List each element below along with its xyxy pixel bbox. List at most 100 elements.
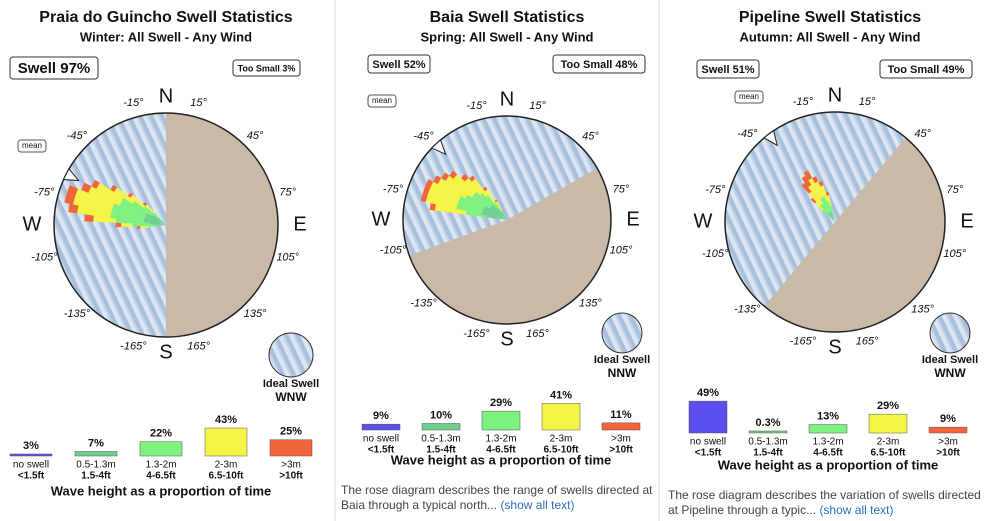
angle-label: 75° [613,183,630,195]
bar [422,424,460,431]
swell-label: Swell 52% [372,59,425,71]
rose-sector [137,226,141,229]
show-all-link[interactable]: (show all text) [500,498,574,512]
ideal-swell-ball [269,333,313,377]
ideal-swell-dir: NNW [608,366,637,380]
bar-value-label: 0.3% [755,417,780,429]
bar-sublabel: >10ft [936,448,960,459]
angle-label: -105° [702,248,729,260]
bar [809,425,847,433]
bar-category: 0.5-1.3m [748,437,787,448]
bar [602,423,640,430]
rose-sector [116,223,122,227]
bar-category: 0.5-1.3m [76,460,115,471]
angle-label: 15° [529,100,546,112]
bar-value-label: 9% [940,413,956,425]
compass-label: N [159,85,173,107]
bar [140,442,182,456]
angle-label: -75° [705,184,726,196]
angle-label: 135° [579,297,602,309]
bar-value-label: 29% [877,400,899,412]
description: The rose diagram describes the range of … [341,483,655,513]
compass-label: S [159,341,172,363]
bar-value-label: 29% [490,397,512,409]
ideal-swell-label: Ideal Swell [594,354,650,366]
angle-label: 75° [946,184,963,196]
angle-label: 105° [276,252,299,264]
angle-label: -45° [413,130,434,142]
bar-category: >3m [938,437,958,448]
angle-label: -165° [120,341,147,353]
ideal-swell-dir: WNW [934,366,966,380]
too-small-label: Too Small 48% [561,59,638,71]
panel-subtitle: Spring: All Swell - Any Wind [421,29,594,44]
page: Praia do Guincho Swell Statistics Winter:… [0,0,984,521]
compass-label: N [500,88,514,110]
bar-category: no swell [690,437,726,448]
angle-label: -135° [410,297,437,309]
panel-title: Praia do Guincho Swell Statistics [39,9,293,26]
angle-label: -165° [463,328,490,340]
angle-label: 45° [247,130,264,142]
compass-label: S [828,336,841,358]
ideal-swell-label: Ideal Swell [922,354,978,366]
ideal-swell-ball [930,313,970,353]
angle-label: -105° [31,252,58,264]
bar-sublabel: >10ft [609,445,633,456]
bar-value-label: 10% [430,409,452,421]
bar-category: no swell [13,460,49,471]
swell-label: Swell 97% [18,60,91,77]
angle-label: -45° [737,128,758,140]
compass-label: W [372,208,391,230]
bar-caption: Wave height as a proportion of time [51,483,272,498]
too-small-label: Too Small 3% [238,63,296,73]
angle-label: 165° [526,328,549,340]
bar [362,424,400,430]
panel-title: Baia Swell Statistics [430,9,585,26]
angle-label: 15° [190,97,207,109]
bar-value-label: 22% [150,428,172,440]
angle-label: 105° [943,248,966,260]
too-small-label: Too Small 49% [888,64,965,76]
bar-sublabel: 4-6.5ft [146,471,176,482]
rose-sector [84,214,94,221]
panel-subtitle: Winter: All Swell - Any Wind [80,29,252,44]
bar-category: 2-3m [877,437,900,448]
bar-value-label: 43% [215,414,237,426]
angle-label: -165° [790,336,817,348]
compass-label: E [626,208,639,230]
angle-label: 45° [914,128,931,140]
compass-label: E [293,213,306,235]
bar-category: 1.3-2m [145,460,176,471]
bar [689,401,727,433]
angle-label: 45° [582,130,599,142]
angle-label: 105° [610,244,633,256]
swell-label: Swell 51% [701,64,754,76]
angle-label: -75° [34,186,55,198]
mean-label: mean [739,92,759,101]
bar-value-label: 49% [697,387,719,399]
bar [869,414,907,433]
angle-label: -15° [466,100,487,112]
angle-label: 165° [856,336,879,348]
ideal-swell-ball [602,313,642,353]
bar-value-label: 11% [610,409,632,421]
bar [749,431,787,433]
bar-value-label: 7% [88,437,104,449]
compass-label: E [960,210,973,232]
bar-sublabel: <1.5ft [18,471,45,482]
angle-label: -105° [380,244,407,256]
ideal-swell-label: Ideal Swell [263,378,319,390]
chart: Praia do Guincho Swell Statistics Winter:… [0,0,984,521]
bar-sublabel: 1.5-4ft [81,471,111,482]
compass-label: W [23,213,42,235]
angle-label: -135° [734,304,761,316]
bar [929,427,967,433]
angle-label: 15° [859,96,876,108]
bar-value-label: 25% [280,426,302,438]
angle-label: -75° [383,183,404,195]
bar [10,454,52,456]
show-all-link[interactable]: (show all text) [819,503,893,517]
bar [542,403,580,430]
angle-label: 75° [279,186,296,198]
